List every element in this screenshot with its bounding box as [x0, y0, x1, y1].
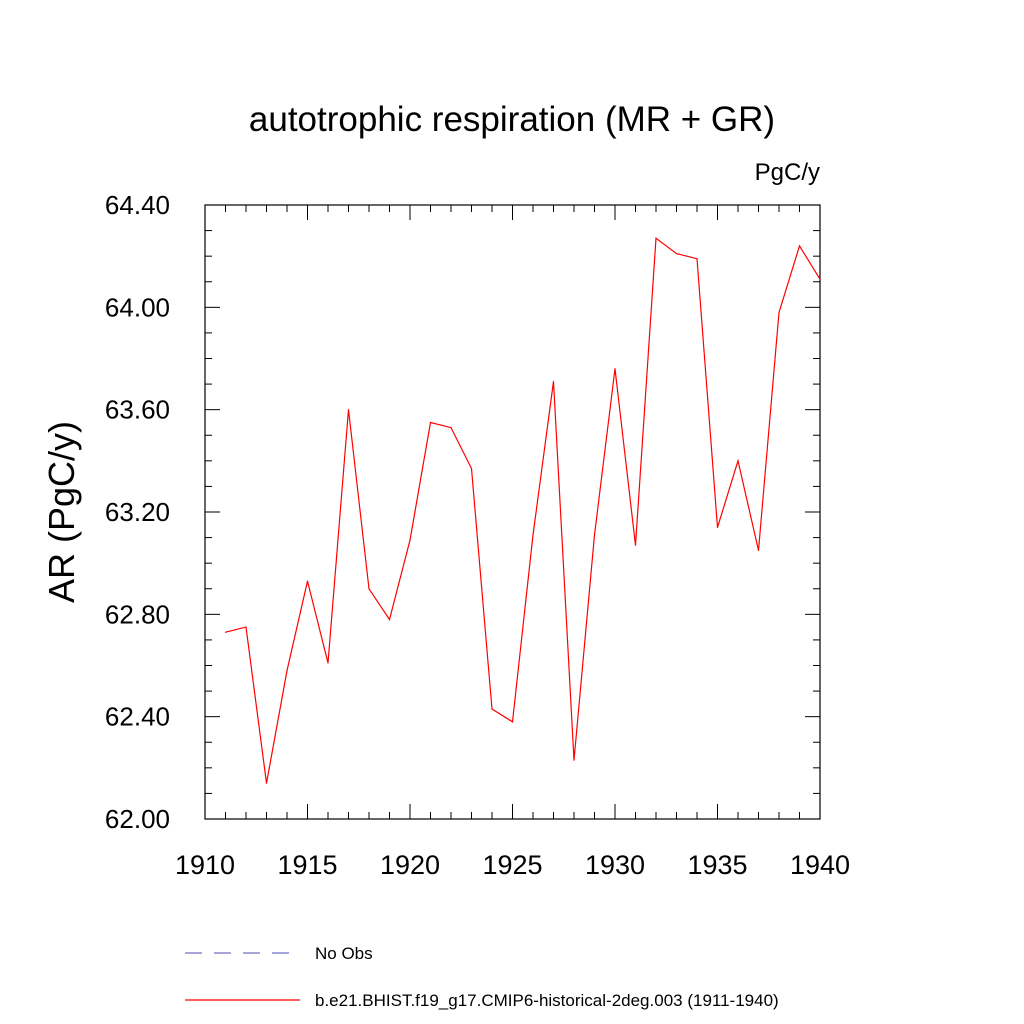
data-point	[347, 409, 350, 411]
data-point	[757, 549, 760, 551]
y-tick-label: 62.80	[105, 599, 170, 629]
y-tick-label: 63.60	[105, 395, 170, 425]
data-point	[819, 278, 821, 280]
data-point	[286, 670, 288, 672]
legend-label: No Obs	[315, 944, 373, 963]
series-lines	[224, 237, 821, 784]
units-label: PgC/y	[755, 159, 820, 186]
y-tick-label: 63.20	[105, 497, 170, 527]
data-point	[450, 426, 452, 429]
data-point	[224, 631, 227, 633]
x-tick-label: 1925	[482, 850, 542, 880]
data-point	[368, 588, 370, 590]
data-point	[778, 311, 780, 314]
data-point	[573, 759, 575, 761]
data-point	[634, 544, 637, 546]
data-point	[675, 253, 678, 255]
data-point	[532, 534, 534, 536]
chart-title: autotrophic respiration (MR + GR)	[249, 100, 775, 139]
data-point	[470, 467, 473, 470]
y-tick-label: 62.40	[105, 702, 170, 732]
data-point	[388, 618, 391, 621]
data-point	[245, 626, 247, 628]
x-tick-label: 1935	[687, 850, 747, 880]
data-point	[429, 421, 432, 424]
plot-frame	[204, 204, 821, 820]
y-tick-label: 64.40	[105, 190, 170, 220]
x-tick-label: 1910	[175, 850, 235, 880]
y-axis-label: AR (PgC/y)	[41, 421, 82, 603]
data-point	[491, 708, 493, 710]
x-tick-labels: 1910 1915 1920 1925 1930 1935 1940	[175, 850, 850, 880]
legend: No Obs b.e21.BHIST.f19_g17.CMIP6-historic…	[185, 944, 779, 1010]
x-tick-label: 1920	[380, 850, 440, 880]
series-line	[225, 237, 821, 784]
data-point	[306, 580, 309, 582]
x-tick-label: 1940	[790, 850, 850, 880]
data-point	[511, 721, 514, 723]
data-point	[614, 368, 616, 370]
y-tick-labels: 62.00 62.40 62.80 63.20 63.60 64.00 64.40	[105, 190, 170, 834]
data-point	[798, 245, 801, 247]
data-point	[716, 526, 719, 528]
y-tick-label: 64.00	[105, 292, 170, 322]
legend-label: b.e21.BHIST.f19_g17.CMIP6-historical-2de…	[315, 991, 779, 1010]
axis-ticks	[204, 204, 821, 820]
data-point	[552, 380, 555, 383]
y-tick-label: 62.00	[105, 804, 170, 834]
data-point	[409, 539, 411, 541]
data-point	[593, 534, 596, 536]
data-point	[265, 782, 268, 784]
x-tick-label: 1930	[585, 850, 645, 880]
data-point	[737, 460, 739, 462]
x-tick-label: 1915	[277, 850, 337, 880]
data-point	[327, 662, 329, 664]
data-point	[696, 258, 698, 260]
data-point	[655, 237, 657, 239]
